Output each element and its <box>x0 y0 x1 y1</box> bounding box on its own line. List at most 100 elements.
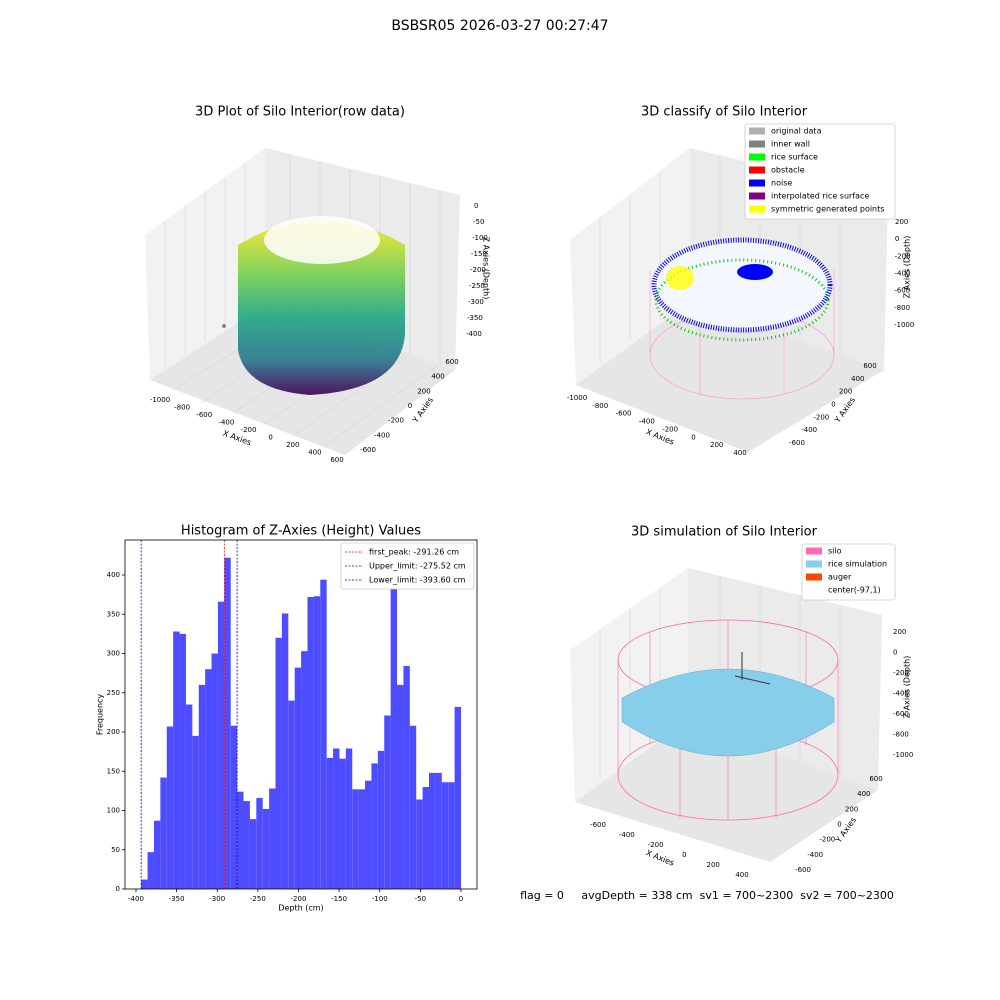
point-ring <box>654 258 830 342</box>
z-tick-label: -200 <box>893 669 909 677</box>
bar <box>173 631 180 889</box>
y-tick-label: -200 <box>819 836 835 844</box>
legend-swatch <box>749 127 765 135</box>
bar <box>352 789 359 889</box>
z-tick-label: -150 <box>471 250 487 258</box>
legend-label: symmetric generated points <box>771 205 884 214</box>
y-tick-label: 0 <box>408 402 412 410</box>
z-tick-label: -100 <box>472 234 488 242</box>
bar <box>262 808 270 889</box>
bar <box>409 725 417 889</box>
y-tick-label: -200 <box>388 417 404 425</box>
x-tick-label: 0 <box>459 895 463 903</box>
figure-title: BSBSR05 2026-03-27 00:27:47 <box>391 18 608 34</box>
y-tick-label: 400 <box>851 375 864 383</box>
z-tick-label: -400 <box>895 270 911 278</box>
x-tick-label: -600 <box>196 411 212 419</box>
legend-label: obstacle <box>771 166 805 175</box>
x-tick-label: -200 <box>241 426 257 434</box>
bar <box>224 557 231 889</box>
bar <box>403 666 410 889</box>
legend-box <box>744 123 896 220</box>
y-tick-label: 100 <box>107 807 120 815</box>
z-tick-label: -350 <box>467 314 483 322</box>
point-cloud <box>238 220 405 395</box>
bar <box>422 786 430 889</box>
legend-swatch <box>749 153 765 161</box>
bar <box>198 684 206 889</box>
pane-group <box>145 148 460 455</box>
chart-title: 3D classify of Silo Interior <box>641 105 808 120</box>
x-axis-label: Depth (cm) <box>278 904 323 913</box>
bar <box>345 748 353 889</box>
y-tick-label: -400 <box>801 426 817 434</box>
z-tick-label: -400 <box>893 690 909 698</box>
x-tick-label: 400 <box>735 871 748 879</box>
legend-swatch <box>806 547 822 555</box>
x-tick-label: 400 <box>308 449 321 457</box>
bar <box>429 772 436 889</box>
x-tick-label: -400 <box>128 895 144 903</box>
x-tick-label: 0 <box>268 434 272 442</box>
y-tick-label: 400 <box>107 571 120 579</box>
bar <box>243 801 250 889</box>
bar <box>448 782 455 889</box>
status-footer: flag = 0 avgDepth = 338 cm sv1 = 700~230… <box>520 889 894 902</box>
z-tick-label: -1000 <box>894 321 914 329</box>
y-tick-label: 0 <box>837 821 841 829</box>
bar <box>390 567 398 889</box>
legend-swatch <box>749 205 765 213</box>
legend-swatch <box>806 573 822 581</box>
x-tick-label: -200 <box>648 841 664 849</box>
legend-swatch <box>806 560 822 568</box>
bar <box>365 780 372 889</box>
z-tick-label: 0 <box>474 202 478 210</box>
legend-label: interpolated rice surface <box>771 192 869 201</box>
bar <box>256 797 263 889</box>
x-tick-label: -1000 <box>567 394 587 402</box>
z-axis-label: Z Axies (Depth) <box>903 656 912 719</box>
bar <box>320 579 327 889</box>
legend-swatch <box>749 179 765 187</box>
point-cloud-opening <box>264 216 380 264</box>
x-tick-label: -100 <box>372 895 388 903</box>
z-axis-label: Z Axies (Depth) <box>903 236 912 299</box>
legend-box <box>340 542 475 590</box>
axes-frame <box>124 539 478 890</box>
legend-swatch <box>806 586 822 594</box>
bar <box>371 763 378 889</box>
x-tick-label: -250 <box>250 895 266 903</box>
legend-label: rice simulation <box>828 560 887 569</box>
x-tick-label: -600 <box>616 410 632 418</box>
bar <box>454 706 461 889</box>
pane <box>575 720 878 862</box>
pane-group <box>570 568 882 862</box>
y-tick-label: 350 <box>107 610 120 618</box>
y-tick-label: 200 <box>845 805 858 813</box>
chart-title: 3D Plot of Silo Interior(row data) <box>195 105 405 120</box>
z-tick-label: -1000 <box>893 751 913 759</box>
bar <box>358 789 366 889</box>
x-tick-label: -400 <box>639 418 655 426</box>
y-tick-label: 200 <box>107 728 120 736</box>
y-tick-label: 0 <box>116 885 120 893</box>
x-tick-label: 0 <box>691 433 695 441</box>
z-tick-label: -50 <box>473 218 484 226</box>
y-tick-label: -600 <box>789 439 805 447</box>
legend-label: Upper_limit: -275.52 cm <box>369 562 466 571</box>
point-ring <box>651 237 833 333</box>
bar <box>294 667 302 889</box>
bar <box>281 613 289 889</box>
y-tick-label: 50 <box>111 846 120 854</box>
pane <box>576 302 884 452</box>
y-tick-label: -600 <box>795 866 811 874</box>
pane <box>570 568 688 802</box>
bar <box>249 819 257 889</box>
bar <box>237 791 244 889</box>
legend-label: Lower_limit: -393.60 cm <box>369 576 466 585</box>
y-tick-label: 300 <box>107 650 120 658</box>
x-tick-label: -800 <box>174 404 190 412</box>
z-tick-label: -400 <box>466 330 482 338</box>
legend-label: center(-97,1) <box>828 586 881 595</box>
